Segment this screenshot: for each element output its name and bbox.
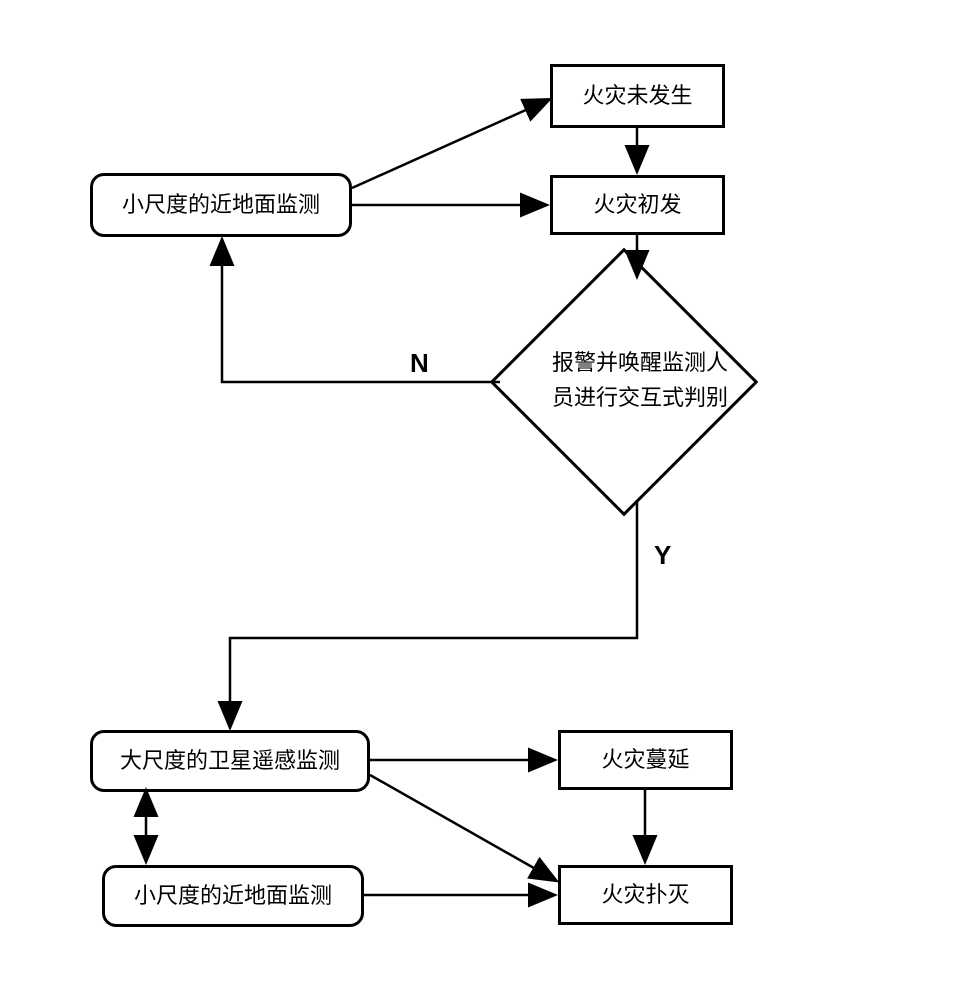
- node-label: 火灾扑灭: [601, 880, 689, 911]
- edge-label-no: N: [410, 348, 429, 379]
- node-fire-extinguish: 火灾扑灭: [558, 865, 733, 925]
- flowchart-arrows: [0, 0, 979, 1000]
- node-near-surface-monitoring-2: 小尺度的近地面监测: [102, 865, 364, 927]
- node-near-surface-monitoring-1: 小尺度的近地面监测: [90, 173, 352, 237]
- node-fire-initial: 火灾初发: [550, 175, 725, 235]
- node-label: 火灾初发: [593, 190, 681, 221]
- node-label: 小尺度的近地面监测: [134, 881, 332, 912]
- node-decision-label: 报警并唤醒监测人 员进行交互式判别: [520, 345, 760, 415]
- node-label-line1: 报警并唤醒监测人: [552, 350, 728, 375]
- node-fire-spread: 火灾蔓延: [558, 730, 733, 790]
- node-label: 小尺度的近地面监测: [122, 190, 320, 221]
- node-label-line2: 员进行交互式判别: [552, 385, 728, 410]
- node-label: 火灾蔓延: [601, 745, 689, 776]
- node-label: 大尺度的卫星遥感监测: [120, 746, 340, 777]
- node-no-fire: 火灾未发生: [550, 64, 725, 128]
- edge-label-yes: Y: [654, 540, 671, 571]
- node-label: 火灾未发生: [582, 81, 692, 112]
- node-satellite-monitoring: 大尺度的卫星遥感监测: [90, 730, 370, 792]
